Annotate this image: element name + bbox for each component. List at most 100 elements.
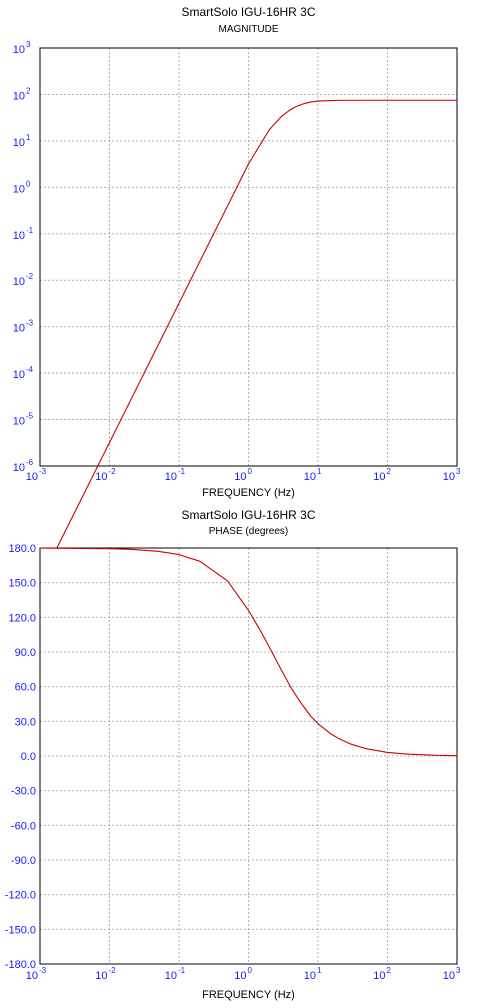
y-tick-base: 10 bbox=[13, 416, 25, 428]
y-tick-label: 10 -6 bbox=[13, 458, 34, 474]
x-tick-exponent: 3 bbox=[456, 467, 461, 476]
y-tick-label: 60.0 bbox=[15, 682, 36, 694]
chart-subtitle: PHASE (degrees) bbox=[209, 526, 288, 537]
x-tick-exponent: 2 bbox=[387, 467, 392, 476]
x-tick-base: 10 bbox=[26, 970, 38, 982]
chart-title: SmartSolo IGU-16HR 3C bbox=[181, 508, 315, 522]
x-tick-exponent: -3 bbox=[39, 467, 47, 476]
y-tick-value: -90.0 bbox=[11, 855, 36, 867]
y-tick-base: 10 bbox=[13, 230, 25, 242]
x-tick-base: 10 bbox=[443, 970, 455, 982]
chart-title: SmartSolo IGU-16HR 3C bbox=[181, 5, 315, 19]
y-tick-value: -150.0 bbox=[5, 924, 36, 936]
chart-subtitle: MAGNITUDE bbox=[219, 24, 279, 35]
y-tick-label: 90.0 bbox=[15, 647, 36, 659]
x-tick-label: 10 -1 bbox=[165, 467, 186, 483]
y-tick-label: -90.0 bbox=[11, 855, 36, 867]
x-tick-base: 10 bbox=[165, 970, 177, 982]
y-tick-label: 10 -3 bbox=[13, 319, 34, 335]
y-tick-label: -60.0 bbox=[11, 820, 36, 832]
x-tick-exponent: 1 bbox=[317, 467, 322, 476]
x-tick-base: 10 bbox=[234, 970, 246, 982]
y-tick-label: -120.0 bbox=[5, 890, 36, 902]
x-tick-base: 10 bbox=[26, 471, 38, 483]
x-tick-exponent: -1 bbox=[178, 966, 186, 975]
y-tick-value: 120.0 bbox=[8, 612, 36, 624]
x-tick-base: 10 bbox=[443, 471, 455, 483]
x-tick-base: 10 bbox=[234, 471, 246, 483]
plot-frame bbox=[39, 47, 458, 467]
y-tick-value: 0.0 bbox=[21, 751, 36, 763]
x-tick-label: 10 1 bbox=[304, 966, 322, 982]
y-tick-base: 10 bbox=[13, 369, 25, 381]
x-tick-exponent: -2 bbox=[109, 467, 117, 476]
x-tick-label: 10 0 bbox=[234, 467, 252, 483]
y-tick-label: 10 0 bbox=[13, 179, 31, 195]
series-line bbox=[39, 99, 457, 583]
y-tick-base: 10 bbox=[13, 90, 25, 102]
y-tick-exponent: -4 bbox=[26, 365, 34, 374]
y-tick-value: 90.0 bbox=[15, 647, 36, 659]
y-tick-exponent: 3 bbox=[26, 40, 31, 49]
y-tick-exponent: 2 bbox=[26, 86, 31, 95]
x-tick-label: 10 0 bbox=[234, 966, 252, 982]
x-tick-exponent: 0 bbox=[248, 966, 253, 975]
y-tick-value: 60.0 bbox=[15, 682, 36, 694]
y-tick-exponent: 0 bbox=[26, 179, 31, 188]
x-tick-label: 10 2 bbox=[373, 467, 391, 483]
x-tick-base: 10 bbox=[373, 970, 385, 982]
y-tick-label: 30.0 bbox=[15, 716, 36, 728]
y-tick-label: 120.0 bbox=[8, 612, 36, 624]
y-tick-base: 10 bbox=[13, 44, 25, 56]
y-tick-exponent: 1 bbox=[26, 133, 31, 142]
x-tick-label: 10 -3 bbox=[26, 467, 47, 483]
x-tick-base: 10 bbox=[304, 471, 316, 483]
y-tick-label: 10 -5 bbox=[13, 412, 34, 428]
y-tick-label: 10 2 bbox=[13, 86, 31, 102]
x-axis-label: FREQUENCY (Hz) bbox=[202, 989, 295, 1001]
x-tick-label: 10 -2 bbox=[95, 467, 116, 483]
x-tick-exponent: -1 bbox=[178, 467, 186, 476]
y-tick-label: 10 -4 bbox=[13, 365, 34, 381]
x-tick-exponent: 0 bbox=[248, 467, 253, 476]
y-tick-value: -30.0 bbox=[11, 786, 36, 798]
y-tick-label: 10 1 bbox=[13, 133, 31, 149]
x-tick-label: 10 3 bbox=[443, 966, 461, 982]
y-tick-base: 10 bbox=[13, 137, 25, 149]
y-tick-value: -60.0 bbox=[11, 820, 36, 832]
y-tick-label: 10 -1 bbox=[13, 226, 34, 242]
x-tick-label: 10 1 bbox=[304, 467, 322, 483]
y-tick-value: 30.0 bbox=[15, 716, 36, 728]
y-tick-label: 0.0 bbox=[21, 751, 36, 763]
y-tick-value: -180.0 bbox=[5, 959, 36, 971]
x-tick-exponent: -2 bbox=[109, 966, 117, 975]
x-tick-base: 10 bbox=[95, 970, 107, 982]
x-tick-base: 10 bbox=[95, 471, 107, 483]
y-tick-label: -180.0 bbox=[5, 959, 36, 971]
x-tick-label: 10 2 bbox=[373, 966, 391, 982]
x-tick-base: 10 bbox=[165, 471, 177, 483]
x-tick-base: 10 bbox=[304, 970, 316, 982]
y-tick-exponent: -6 bbox=[26, 458, 34, 467]
x-tick-label: 10 -3 bbox=[26, 966, 47, 982]
y-tick-label: 150.0 bbox=[8, 578, 36, 590]
x-tick-exponent: -3 bbox=[39, 966, 47, 975]
y-tick-label: 10 -2 bbox=[13, 272, 34, 288]
y-tick-exponent: -2 bbox=[26, 272, 34, 281]
y-tick-base: 10 bbox=[13, 276, 25, 288]
y-tick-label: -150.0 bbox=[5, 924, 36, 936]
chart-1: SmartSolo IGU-16HR 3C PHASE (degrees) FREQ… bbox=[5, 508, 461, 1001]
y-tick-value: 180.0 bbox=[8, 543, 36, 555]
y-tick-label: 10 3 bbox=[13, 40, 31, 56]
y-tick-base: 10 bbox=[13, 183, 25, 195]
y-tick-exponent: -3 bbox=[26, 319, 34, 328]
x-tick-label: 10 -1 bbox=[165, 966, 186, 982]
x-tick-exponent: 3 bbox=[456, 966, 461, 975]
chart-0: SmartSolo IGU-16HR 3C MAGNITUDE FREQUENCY … bbox=[13, 5, 461, 583]
x-tick-exponent: 2 bbox=[387, 966, 392, 975]
x-tick-exponent: 1 bbox=[317, 966, 322, 975]
y-tick-label: -30.0 bbox=[11, 786, 36, 798]
y-tick-exponent: -5 bbox=[26, 412, 34, 421]
